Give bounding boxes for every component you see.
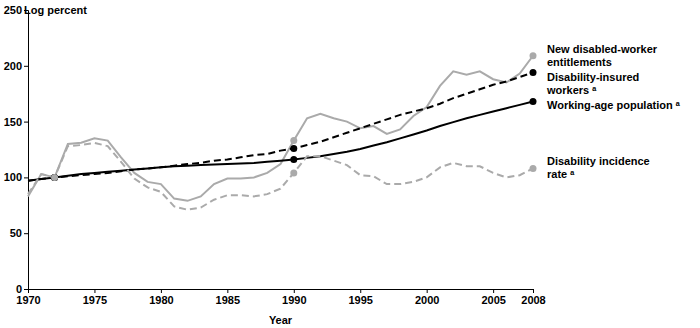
y-axis: 050100150200250: [4, 4, 29, 295]
x-tick: 2008: [521, 289, 545, 306]
y-tick-mark: [24, 66, 28, 67]
chart-svg: 0501001502002501970197519801985199019952…: [0, 0, 700, 328]
series-marker: [530, 165, 537, 172]
series-markers: [51, 52, 536, 181]
x-tick-label: 2008: [521, 294, 545, 306]
y-tick-label: 50: [10, 227, 22, 239]
series-marker: [51, 174, 58, 181]
series-marker: [530, 69, 537, 76]
series-marker: [530, 98, 537, 105]
y-tick-mark: [24, 122, 28, 123]
x-tick: 1985: [216, 289, 240, 306]
y-axis-line: [24, 11, 29, 290]
series-labels: New disabled-workerentitlements Disabilit…: [546, 43, 681, 181]
x-tick-label: 1985: [216, 294, 240, 306]
x-tick: 1980: [149, 289, 173, 306]
series-lines: [28, 56, 533, 210]
y-tick-label: 100: [4, 171, 22, 183]
x-axis-title: Year: [269, 314, 293, 326]
x-tick-mark: [294, 289, 295, 293]
x-tick-label: 1975: [83, 294, 107, 306]
x-tick-mark: [28, 289, 29, 293]
x-axis-line: [29, 290, 534, 294]
x-tick-mark: [161, 289, 162, 293]
x-tick-label: 1990: [282, 294, 306, 306]
series-line: [28, 102, 533, 181]
x-tick: 1990: [282, 289, 306, 306]
series-label: Working-age population ᵃ: [547, 99, 681, 111]
series-line: [28, 143, 533, 210]
series-line: [28, 56, 533, 201]
y-tick-label: 150: [4, 116, 22, 128]
x-tick-mark: [427, 289, 428, 293]
y-tick-label: 250: [4, 4, 22, 16]
x-tick-mark: [493, 289, 494, 293]
x-tick-mark: [533, 289, 534, 293]
y-tick: 100: [4, 171, 28, 183]
series-marker: [290, 145, 297, 152]
y-tick-mark: [24, 233, 28, 234]
x-tick: 2000: [415, 289, 439, 306]
y-tick: 50: [10, 227, 28, 239]
series-label: New disabled-workerentitlements: [547, 43, 658, 68]
x-tick-mark: [360, 289, 361, 293]
y-tick: 150: [4, 116, 28, 128]
x-tick-mark: [227, 289, 228, 293]
x-tick-label: 1970: [16, 294, 40, 306]
chart-container: 0501001502002501970197519801985199019952…: [0, 0, 700, 328]
y-tick: 200: [4, 60, 28, 72]
series-marker: [51, 174, 58, 181]
x-tick: 1975: [83, 289, 107, 306]
y-tick-mark: [24, 177, 28, 178]
series-marker: [290, 156, 297, 163]
x-tick-label: 2000: [415, 294, 439, 306]
series-marker: [530, 52, 537, 59]
x-axis: 1970 1975 1980 1985 1990 1995 2000 2005 2008: [16, 289, 545, 306]
x-tick: 1970: [16, 289, 40, 306]
series-marker: [290, 169, 297, 176]
y-axis-title: Log percent: [24, 4, 87, 16]
series-marker: [51, 174, 58, 181]
x-tick: 2005: [481, 289, 505, 306]
plot: 0501001502002501970197519801985199019952…: [4, 4, 546, 306]
series-label: Disability-insuredworkers ᵃ: [546, 71, 639, 96]
x-tick-mark: [94, 289, 95, 293]
x-tick-label: 1980: [149, 294, 173, 306]
series-marker: [51, 174, 58, 181]
series-label: Disability incidencerate ᵃ: [547, 155, 650, 180]
x-tick: 1995: [348, 289, 372, 306]
y-tick-mark: [24, 289, 28, 290]
x-tick-label: 2005: [481, 294, 505, 306]
y-tick-label: 200: [4, 60, 22, 72]
series-marker: [290, 137, 297, 144]
x-tick-label: 1995: [348, 294, 372, 306]
